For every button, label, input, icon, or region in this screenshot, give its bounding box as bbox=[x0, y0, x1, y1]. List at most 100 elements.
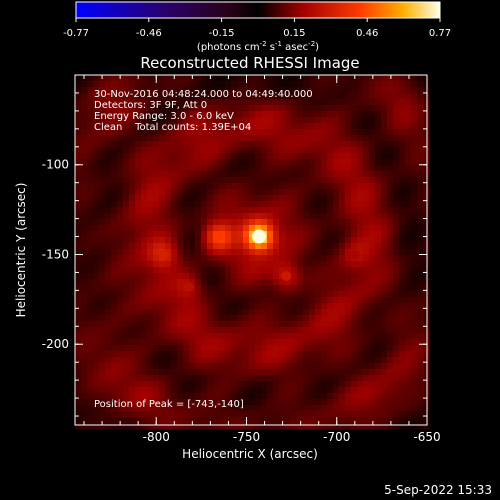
heatmap-cell bbox=[111, 111, 118, 118]
heatmap-cell bbox=[327, 153, 334, 160]
heatmap-cell bbox=[267, 327, 274, 334]
heatmap-cell bbox=[75, 231, 82, 238]
heatmap-cell bbox=[93, 297, 100, 304]
heatmap-cell bbox=[207, 309, 214, 316]
heatmap-cell bbox=[93, 81, 100, 88]
heatmap-cell bbox=[297, 369, 304, 376]
heatmap-cell bbox=[387, 87, 394, 94]
heatmap-cell bbox=[375, 183, 382, 190]
heatmap-cell bbox=[255, 417, 262, 424]
heatmap-cell bbox=[189, 309, 196, 316]
heatmap-cell bbox=[351, 303, 358, 310]
heatmap-cell bbox=[243, 177, 250, 184]
heatmap-cell bbox=[177, 93, 184, 100]
heatmap-cell bbox=[165, 117, 172, 124]
heatmap-cell bbox=[135, 249, 142, 256]
heatmap-cell bbox=[261, 411, 268, 418]
heatmap-cell bbox=[369, 219, 376, 226]
heatmap-cell bbox=[129, 213, 136, 220]
heatmap-cell bbox=[249, 93, 256, 100]
heatmap-cell bbox=[213, 147, 220, 154]
heatmap-cell bbox=[231, 351, 238, 358]
heatmap-cell bbox=[159, 123, 166, 130]
heatmap-cell bbox=[105, 333, 112, 340]
heatmap-cell bbox=[213, 285, 220, 292]
heatmap-cell bbox=[207, 303, 214, 310]
heatmap-cell bbox=[207, 219, 214, 226]
heatmap-cell bbox=[81, 213, 88, 220]
heatmap-cell bbox=[321, 345, 328, 352]
heatmap-cell bbox=[243, 243, 250, 250]
heatmap-cell bbox=[351, 99, 358, 106]
heatmap-cell bbox=[363, 165, 370, 172]
heatmap-cell bbox=[393, 405, 400, 412]
heatmap-cell bbox=[321, 381, 328, 388]
heatmap-cell bbox=[189, 357, 196, 364]
heatmap-cell bbox=[135, 381, 142, 388]
heatmap-cell bbox=[267, 423, 274, 430]
heatmap-cell bbox=[87, 273, 94, 280]
heatmap-cell bbox=[237, 405, 244, 412]
heatmap-cell bbox=[261, 177, 268, 184]
heatmap-cell bbox=[87, 237, 94, 244]
heatmap-cell bbox=[93, 99, 100, 106]
heatmap-cell bbox=[423, 315, 430, 322]
heatmap-cell bbox=[321, 201, 328, 208]
heatmap-cell bbox=[303, 81, 310, 88]
heatmap-cell bbox=[159, 267, 166, 274]
heatmap-cell bbox=[243, 135, 250, 142]
heatmap-cell bbox=[315, 249, 322, 256]
heatmap-cell bbox=[159, 231, 166, 238]
heatmap-cell bbox=[285, 399, 292, 406]
heatmap-cell bbox=[225, 309, 232, 316]
heatmap-cell bbox=[207, 285, 214, 292]
heatmap-cell bbox=[177, 357, 184, 364]
heatmap-cell bbox=[141, 147, 148, 154]
heatmap-cell bbox=[267, 105, 274, 112]
heatmap-cell bbox=[387, 393, 394, 400]
heatmap-cell bbox=[141, 123, 148, 130]
heatmap-cell bbox=[285, 195, 292, 202]
heatmap-cell bbox=[111, 117, 118, 124]
heatmap-cell bbox=[363, 195, 370, 202]
heatmap-cell bbox=[417, 117, 424, 124]
heatmap-cell bbox=[279, 333, 286, 340]
heatmap-cell bbox=[105, 99, 112, 106]
heatmap-cell bbox=[87, 147, 94, 154]
heatmap-cell bbox=[177, 309, 184, 316]
heatmap-cell bbox=[243, 393, 250, 400]
heatmap-cell bbox=[405, 135, 412, 142]
heatmap-cell bbox=[105, 339, 112, 346]
heatmap-cell bbox=[147, 297, 154, 304]
heatmap-cell bbox=[99, 315, 106, 322]
heatmap-cell bbox=[153, 375, 160, 382]
heatmap-cell bbox=[291, 339, 298, 346]
heatmap-cell bbox=[249, 111, 256, 118]
heatmap-cell bbox=[261, 129, 268, 136]
heatmap-cell bbox=[339, 357, 346, 364]
heatmap-cell bbox=[237, 135, 244, 142]
heatmap-cell bbox=[141, 81, 148, 88]
heatmap-cell bbox=[147, 213, 154, 220]
heatmap-cell bbox=[249, 405, 256, 412]
heatmap-cell bbox=[375, 417, 382, 424]
heatmap-cell bbox=[273, 393, 280, 400]
heatmap-cell bbox=[183, 171, 190, 178]
heatmap-cell bbox=[129, 399, 136, 406]
heatmap-cell bbox=[333, 417, 340, 424]
heatmap-cell bbox=[99, 405, 106, 412]
heatmap-cell bbox=[273, 339, 280, 346]
heatmap-cell bbox=[417, 189, 424, 196]
heatmap-cell bbox=[321, 117, 328, 124]
heatmap-cell bbox=[261, 345, 268, 352]
heatmap-cell bbox=[267, 339, 274, 346]
heatmap-cell bbox=[387, 99, 394, 106]
heatmap-cell bbox=[153, 297, 160, 304]
heatmap-cell bbox=[309, 99, 316, 106]
heatmap-cell bbox=[123, 213, 130, 220]
heatmap-cell bbox=[231, 135, 238, 142]
heatmap-cell bbox=[423, 177, 430, 184]
heatmap-cell bbox=[117, 129, 124, 136]
heatmap-cell bbox=[147, 135, 154, 142]
heatmap-cell bbox=[285, 237, 292, 244]
